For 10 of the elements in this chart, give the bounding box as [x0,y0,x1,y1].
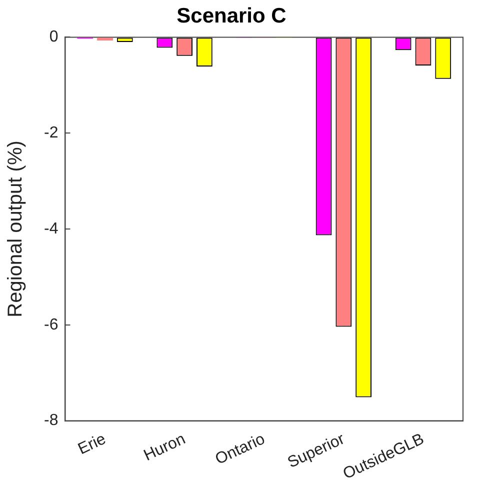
y-tick-label: -4 [44,220,58,238]
chart-title: Scenario C [176,4,286,28]
y-tick-label: 0 [49,28,58,46]
y-tick-label: -2 [44,124,58,142]
y-tick-label: -8 [44,412,58,430]
y-axis-title: Regional output (%) [4,140,27,318]
x-tick-label: Huron [141,430,188,464]
y-tick-label: -6 [44,316,58,334]
x-tick-label: Ontario [212,430,268,468]
x-tick-label: Erie [76,430,109,458]
